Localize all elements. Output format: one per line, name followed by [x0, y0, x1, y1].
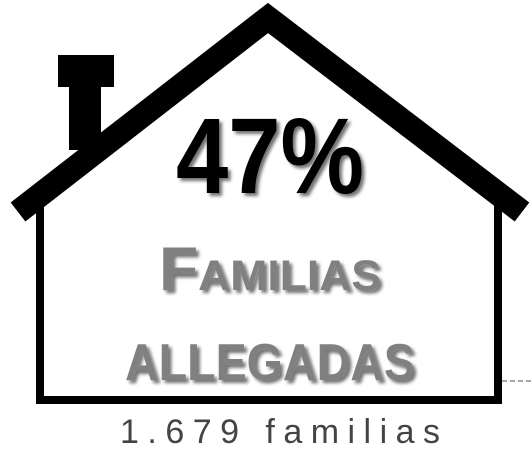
- count: 1.679 familias: [120, 413, 440, 451]
- roof: [10, 2, 530, 222]
- label-line1: Familias: [159, 235, 381, 304]
- house-icon: [10, 2, 531, 404]
- walls: [36, 190, 502, 404]
- percentage: 47%: [176, 95, 364, 216]
- label-line2: ALLEGADAS: [125, 334, 415, 392]
